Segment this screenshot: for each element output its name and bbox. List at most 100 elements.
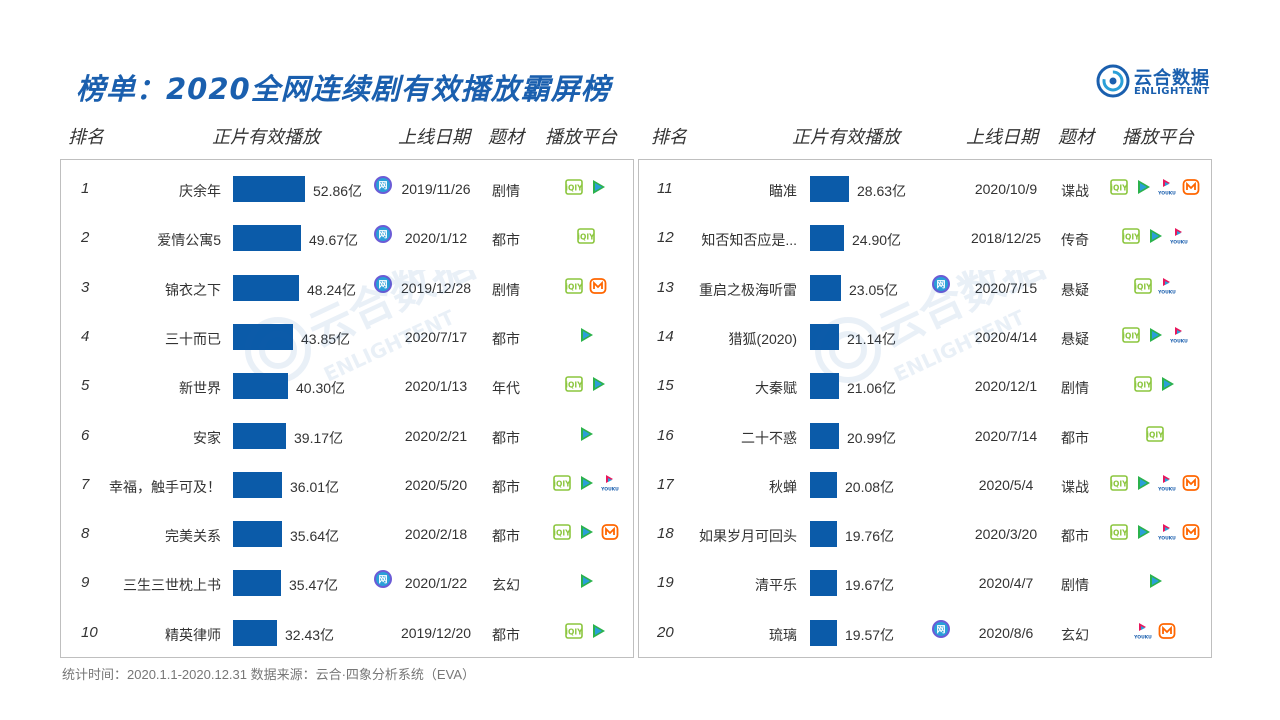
genre-label: 都市 xyxy=(492,429,520,446)
svg-text:iQIY: iQIY xyxy=(565,627,583,636)
show-title: 三生三世枕上书 xyxy=(123,577,221,594)
genre-label: 都市 xyxy=(492,232,520,249)
iqiyi-icon: iQIY xyxy=(1146,425,1164,443)
iqiyi-icon: iQIY xyxy=(553,523,571,541)
rank-number: 17 xyxy=(657,475,674,493)
rank-number: 9 xyxy=(81,574,90,592)
release-date: 2020/2/18 xyxy=(404,526,468,543)
release-date: 2020/12/1 xyxy=(974,378,1038,395)
iqiyi-icon: iQIY xyxy=(1110,474,1128,492)
youku-icon: YOUKU xyxy=(1158,277,1176,295)
youku-icon: YOUKU xyxy=(1170,227,1188,245)
plays-bar xyxy=(810,176,849,202)
release-date: 2020/4/14 xyxy=(974,328,1038,345)
svg-text:网: 网 xyxy=(378,279,387,290)
ranking-row: 10 精英律师 32.43亿 2019/12/20 都市 iQIY xyxy=(61,611,633,660)
rank-number: 4 xyxy=(81,327,90,345)
svg-text:iQIY: iQIY xyxy=(565,184,583,193)
enlightent-logo: 云合数据 ENLIGHTENT xyxy=(1096,64,1226,100)
ranking-panel-left: 1 庆余年 52.86亿网 2019/11/26 剧情 iQIY 2 爱情公寓5 49.67亿网… xyxy=(60,159,634,658)
mango-icon xyxy=(1182,178,1200,196)
release-date: 2020/10/9 xyxy=(974,181,1038,197)
plays-value: 28.63亿 xyxy=(857,183,907,199)
svg-text:iQIY: iQIY xyxy=(1110,529,1128,538)
svg-text:iQIY: iQIY xyxy=(553,479,571,488)
tencent-icon xyxy=(589,375,607,393)
rank-number: 5 xyxy=(81,377,90,395)
logo-en-text: ENLIGHTENT xyxy=(1134,86,1210,97)
tencent-icon xyxy=(577,572,595,590)
genre-label: 剧情 xyxy=(1061,380,1089,397)
platform-icons xyxy=(577,570,595,592)
plays-value: 48.24亿 xyxy=(307,281,357,298)
youku-icon: YOUKU xyxy=(1170,326,1188,344)
ranking-row: 14 猎狐(2020) 21.14亿 2020/4/14 悬疑 iQIY YOUKU xyxy=(639,315,1211,364)
header-genre-right: 题材 xyxy=(1058,127,1094,148)
svg-text:YOUKU: YOUKU xyxy=(601,486,619,492)
plays-bar xyxy=(233,373,288,400)
mango-icon xyxy=(601,523,619,541)
ranking-panel-right: 11 瞄准 28.63亿 2020/10/9 谍战 iQIY YOUKU 12 知否知否应是..… xyxy=(638,159,1212,658)
release-date: 2019/11/26 xyxy=(401,181,471,197)
ranking-row: 4 三十而已 43.85亿 2020/7/17 都市 xyxy=(61,315,633,364)
rank-number: 6 xyxy=(81,426,90,444)
rank-number: 15 xyxy=(657,377,674,395)
plays-bar xyxy=(233,274,299,301)
iqiyi-icon: iQIY xyxy=(1134,375,1152,393)
iqiyi-icon: iQIY xyxy=(565,622,583,640)
iqiyi-icon: iQIY xyxy=(565,277,583,295)
plays-value: 52.86亿 xyxy=(313,183,363,199)
network-badge-icon: 网 xyxy=(373,274,393,294)
ranking-row: 20 琉璃 19.57亿 网 2020/8/6 玄幻 YOUKU xyxy=(639,611,1211,660)
plays-bar xyxy=(233,471,282,498)
genre-label: 玄幻 xyxy=(1061,626,1089,643)
header-platform-left: 播放平台 xyxy=(545,127,617,148)
plays-value: 35.47亿 xyxy=(289,577,339,594)
mango-icon xyxy=(1182,474,1200,492)
platform-icons: iQIY xyxy=(565,176,607,198)
plays-value: 21.14亿 xyxy=(847,330,897,347)
svg-text:iQIY: iQIY xyxy=(1110,184,1128,193)
show-title: 安家 xyxy=(193,429,221,446)
header-plays-left: 正片有效播放 xyxy=(212,127,320,148)
ranking-row: 6 安家 39.17亿 2020/2/21 都市 xyxy=(61,414,633,463)
mango-icon xyxy=(1158,622,1176,640)
platform-icons: iQIY xyxy=(565,620,607,642)
tencent-icon xyxy=(1134,178,1152,196)
genre-label: 都市 xyxy=(492,330,520,347)
footer-source: 统计时间：2020.1.1-2020.12.31 数据来源：云合·四象分析系统（… xyxy=(62,667,475,682)
plays-value: 20.08亿 xyxy=(845,478,895,495)
platform-icons: iQIY YOUKU xyxy=(1122,324,1188,346)
genre-label: 悬疑 xyxy=(1061,330,1089,347)
release-date: 2020/1/22 xyxy=(404,575,468,592)
genre-label: 都市 xyxy=(492,626,520,643)
platform-icons: iQIY xyxy=(1146,423,1164,445)
show-title: 三十而已 xyxy=(165,330,221,347)
platform-icons: iQIY YOUKU xyxy=(1110,472,1200,494)
genre-label: 剧情 xyxy=(1061,577,1089,594)
plays-bar xyxy=(233,521,282,548)
show-title: 知否知否应是... xyxy=(701,232,797,249)
show-title: 猎狐(2020) xyxy=(728,330,797,347)
release-date: 2020/8/6 xyxy=(978,624,1034,641)
network-badge-icon: 网 xyxy=(373,175,393,195)
tencent-icon xyxy=(1146,227,1164,245)
platform-icons: iQIY YOUKU xyxy=(553,472,619,494)
ranking-row: 2 爱情公寓5 49.67亿 网 2020/1/12 都市 iQIY xyxy=(61,216,633,265)
platform-icons: iQIY xyxy=(565,275,607,297)
tencent-icon xyxy=(577,425,595,443)
ranking-row: 17 秋蝉 20.08亿 2020/5/4 谍战 iQIY YOUKU xyxy=(639,463,1211,512)
mango-icon xyxy=(589,277,607,295)
network-badge-icon: 网 xyxy=(373,224,393,244)
show-title: 二十不惑 xyxy=(741,429,797,446)
platform-icons: iQIY xyxy=(577,225,595,247)
svg-text:iQIY: iQIY xyxy=(1122,233,1140,242)
svg-text:YOUKU: YOUKU xyxy=(1158,289,1176,295)
youku-icon: YOUKU xyxy=(601,474,619,492)
release-date: 2020/1/12 xyxy=(404,230,468,247)
plays-value: 23.05亿 xyxy=(849,281,899,298)
genre-label: 悬疑 xyxy=(1061,281,1089,298)
genre-label: 都市 xyxy=(492,478,520,495)
youku-icon: YOUKU xyxy=(1158,178,1176,196)
tencent-icon xyxy=(577,523,595,541)
